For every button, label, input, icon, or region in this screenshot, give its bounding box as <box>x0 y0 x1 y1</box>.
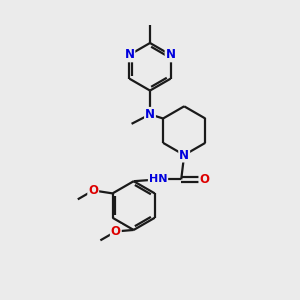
Text: N: N <box>145 108 155 121</box>
Text: N: N <box>179 148 189 162</box>
Text: O: O <box>111 225 121 238</box>
Text: O: O <box>200 173 209 186</box>
Text: N: N <box>166 48 176 62</box>
Text: O: O <box>88 184 98 197</box>
Text: N: N <box>124 48 134 62</box>
Text: HN: HN <box>149 174 167 184</box>
